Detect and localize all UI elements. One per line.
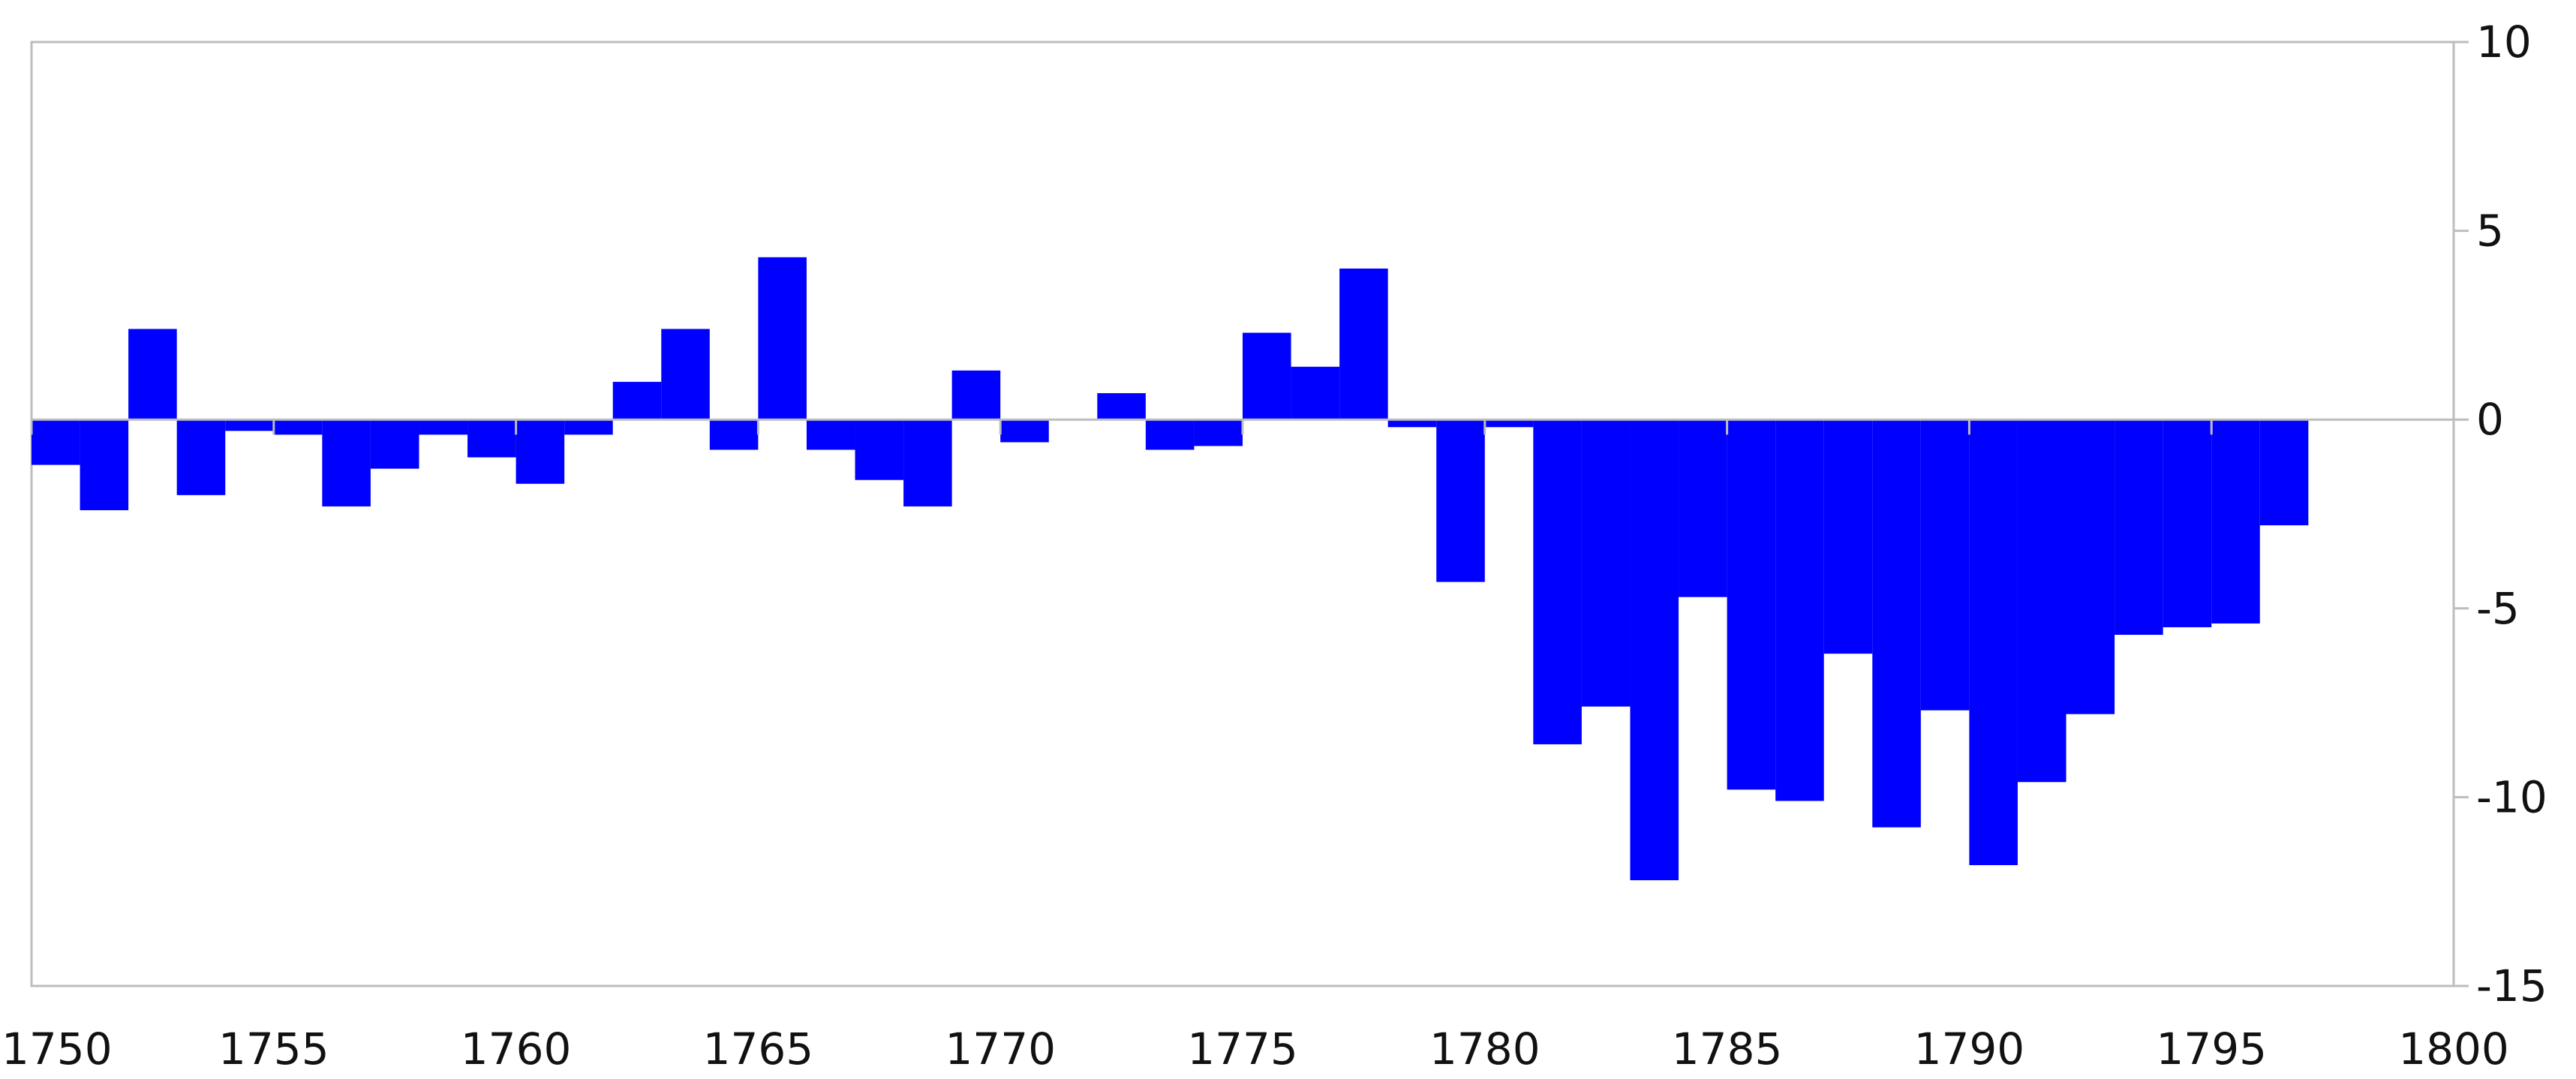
x-tick-label: 1755 (218, 1023, 329, 1074)
y-tick-label: 0 (2476, 394, 2504, 445)
bar-1776 (1291, 366, 1340, 420)
bar-1755 (273, 419, 323, 435)
bar-1759 (467, 419, 516, 458)
bar-1769 (951, 370, 1001, 420)
y-tick-label: -10 (2476, 771, 2547, 822)
bar-1793 (2115, 419, 2163, 636)
bar-1785 (1727, 419, 1776, 790)
bar-1787 (1823, 419, 1873, 654)
bar-1766 (806, 419, 855, 450)
bar-1781 (1533, 419, 1582, 744)
bar-1762 (612, 381, 662, 420)
bar-1767 (855, 419, 904, 480)
x-tick-label: 1785 (1672, 1023, 1783, 1074)
bar-1754 (225, 419, 274, 431)
bar-1763 (661, 329, 710, 420)
bar-1773 (1145, 419, 1195, 450)
y-tick-label: 10 (2476, 17, 2532, 68)
bar-1789 (1920, 419, 1970, 711)
y-tick-label: -5 (2476, 583, 2520, 634)
bar-1786 (1775, 419, 1824, 801)
x-tick-label: 1770 (945, 1023, 1056, 1074)
x-tick-label: 1795 (2156, 1023, 2267, 1074)
bar-1764 (709, 419, 759, 450)
bar-1777 (1339, 268, 1388, 420)
bar-1790 (1969, 419, 2018, 865)
bar-1753 (176, 419, 226, 495)
bar-1780 (1484, 419, 1534, 428)
bar-1796 (2259, 419, 2309, 526)
bar-1791 (2017, 419, 2067, 783)
x-tick-label: 1765 (703, 1023, 814, 1074)
bar-1760 (516, 419, 565, 484)
x-tick-label: 1775 (1187, 1023, 1298, 1074)
bar-1751 (80, 419, 129, 510)
x-tick-label: 1780 (1429, 1023, 1540, 1074)
bar-1750 (32, 419, 80, 465)
x-tick-label: 1760 (461, 1023, 572, 1074)
y-axis: 10 5 0 -5 -10 -15 (2454, 17, 2547, 1011)
bar-1752 (128, 329, 177, 420)
bar-1784 (1679, 419, 1727, 597)
bar-1782 (1581, 419, 1631, 707)
bar-1795 (2211, 419, 2260, 624)
bar-1788 (1872, 419, 1921, 828)
bar-1768 (903, 419, 952, 506)
bar-1765 (758, 257, 807, 420)
x-tick-label: 1750 (2, 1023, 113, 1074)
bar-1756 (322, 419, 371, 506)
bar-1758 (419, 419, 468, 435)
bar-1772 (1097, 392, 1146, 420)
bar-1783 (1630, 419, 1679, 881)
bar-1792 (2066, 419, 2115, 714)
bar-1770 (1000, 419, 1049, 443)
x-axis: 1750 1755 1760 1765 1770 1775 1780 1785 1790 1795… (2, 419, 2509, 1074)
y-tick-label: 5 (2476, 206, 2504, 257)
bar-1779 (1436, 419, 1485, 582)
x-tick-label: 1790 (1914, 1023, 2025, 1074)
bar-1794 (2163, 419, 2212, 627)
bar-1774 (1194, 419, 1243, 446)
x-tick-label: 1800 (2398, 1023, 2509, 1074)
bar-1778 (1387, 419, 1437, 428)
bar-series (32, 257, 2309, 881)
plot-area-border (30, 41, 2455, 987)
bar-1757 (370, 419, 419, 469)
bar-1775 (1243, 332, 1291, 420)
bar-1761 (564, 419, 613, 435)
y-tick-label: -15 (2476, 960, 2547, 1011)
